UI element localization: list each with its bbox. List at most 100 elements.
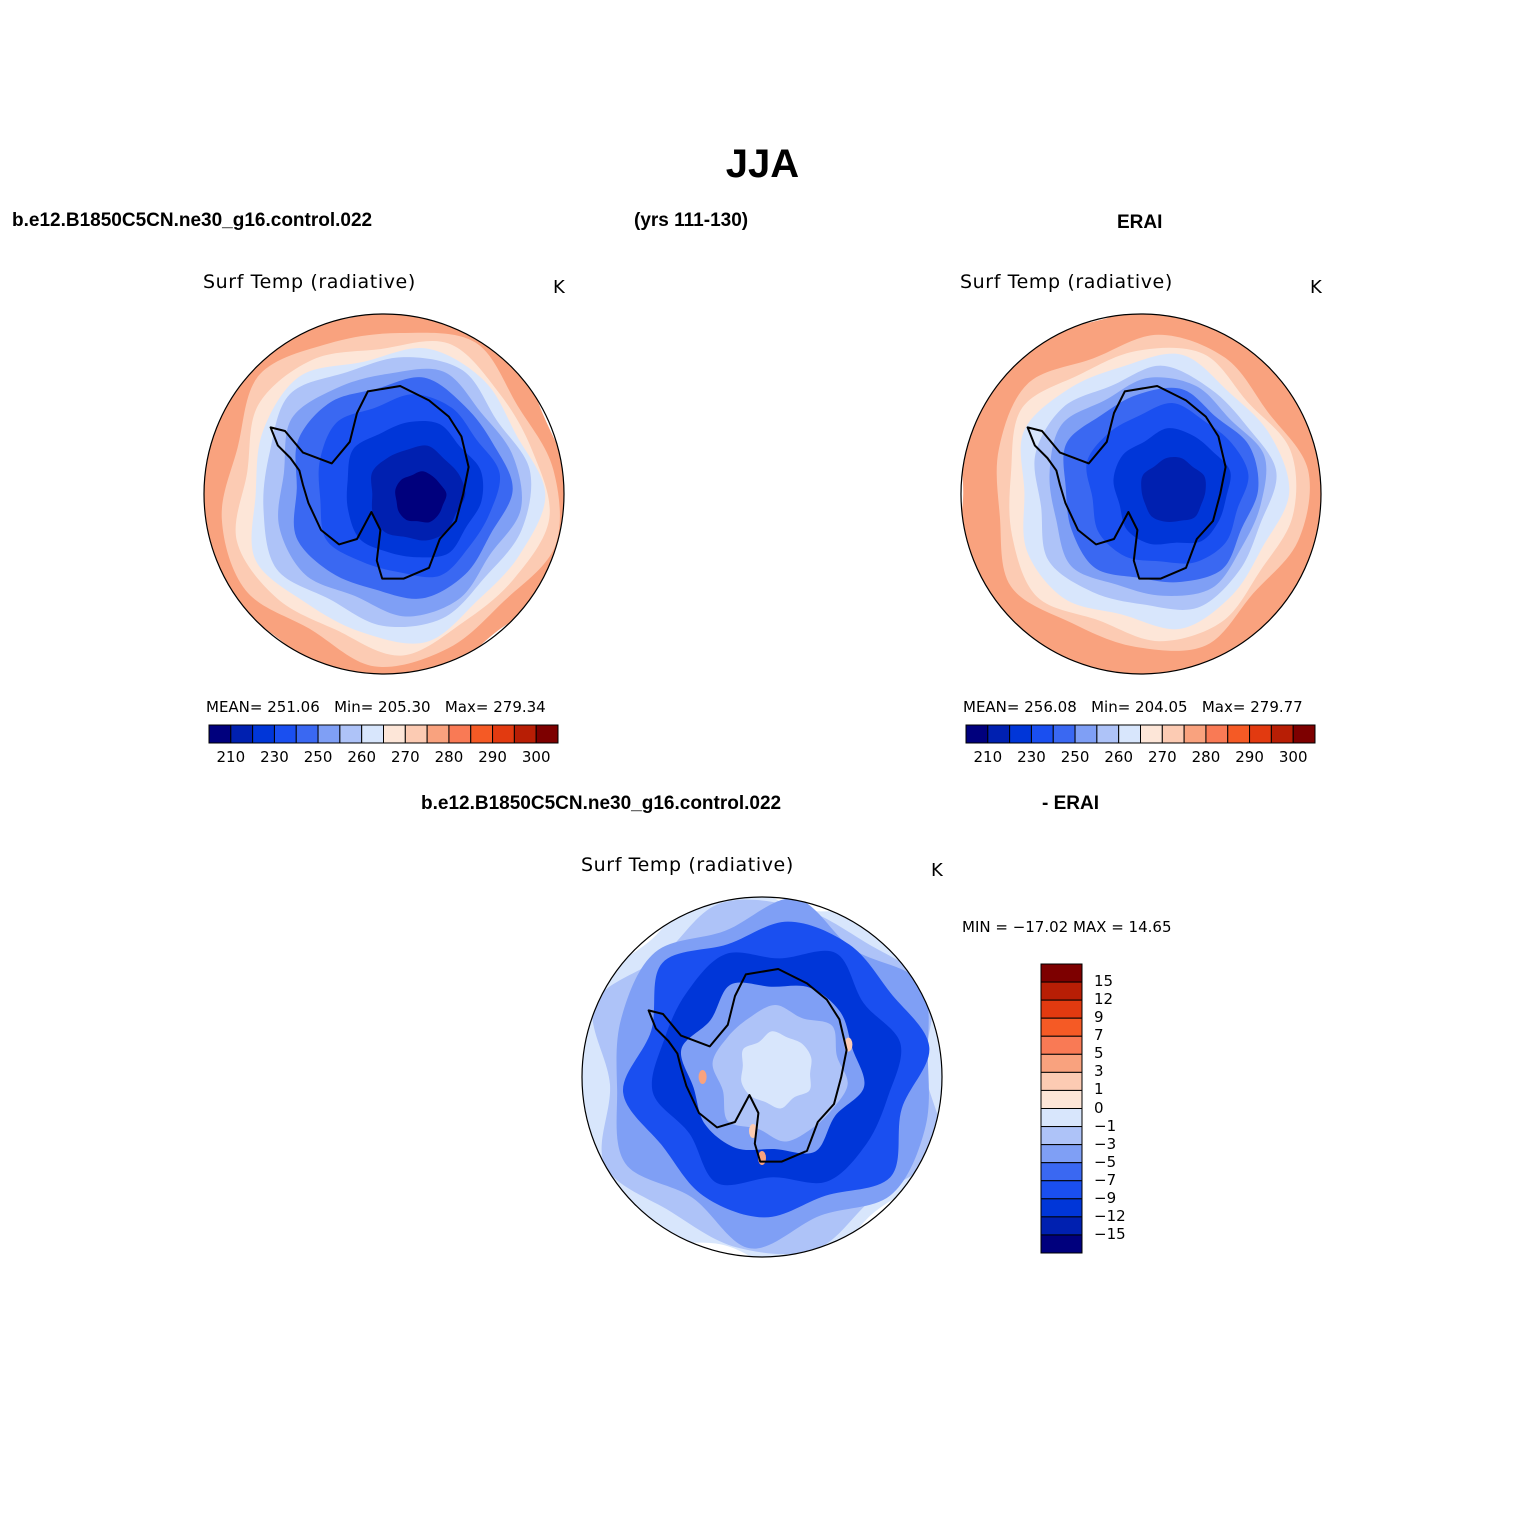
mean-value: 256.08 <box>1024 698 1077 716</box>
panel-obs-stats: MEAN= 256.08 Min= 204.05 Max= 279.77 <box>963 698 1303 716</box>
colorbar-box <box>1249 724 1272 744</box>
years-label: (yrs 111-130) <box>634 210 749 231</box>
colorbar-tick-label: 5 <box>1094 1044 1104 1063</box>
colorbar-box <box>208 724 232 744</box>
colorbar-box <box>1040 981 1083 1001</box>
colorbar-tick-label: 300 <box>1278 748 1308 766</box>
max-label: Max= <box>1201 698 1246 716</box>
min-label: Min= <box>334 698 374 716</box>
min-value: 205.30 <box>378 698 431 716</box>
panel-obs-title: Surf Temp (radiative) <box>960 271 1173 293</box>
colorbar-tick-label: −12 <box>1094 1206 1126 1225</box>
mean-label: MEAN= <box>206 698 263 716</box>
map-model <box>203 313 565 675</box>
colorbar-box <box>1040 999 1083 1019</box>
colorbar-tick-label: 250 <box>1060 748 1090 766</box>
colorbar-tick-label: 230 <box>1017 748 1046 766</box>
colorbar-box <box>1140 724 1163 744</box>
colorbar-box <box>1040 963 1083 983</box>
colorbar-tick-label: 290 <box>1235 748 1264 766</box>
colorbar-tick-label: 7 <box>1094 1026 1104 1045</box>
diff-model-name: b.e12.B1850C5CN.ne30_g16.control.022 <box>421 793 782 814</box>
colorbar-box <box>339 724 363 744</box>
colorbar-box <box>1040 1126 1083 1146</box>
colorbar-box <box>448 724 472 744</box>
colorbar-tick-label: 210 <box>973 748 1003 766</box>
colorbar-box <box>1096 724 1120 744</box>
min-label: Min= <box>1091 698 1131 716</box>
contour-fill-level <box>1141 456 1206 522</box>
max-value: 279.77 <box>1250 698 1303 716</box>
colorbar-model <box>208 724 559 744</box>
colorbar-box <box>1270 724 1294 744</box>
panel-model-units: K <box>553 277 565 298</box>
colorbar-tick-label: 15 <box>1094 972 1114 991</box>
colorbar-box <box>513 724 537 744</box>
colorbar-tick-label: 280 <box>434 748 464 766</box>
colorbar-tick-label: 270 <box>390 748 420 766</box>
mean-label: MEAN= <box>963 698 1020 716</box>
colorbar-tick-label: 280 <box>1191 748 1221 766</box>
antarctica-coastline <box>647 968 848 1163</box>
colorbar-tick-label: 270 <box>1147 748 1177 766</box>
colorbar-tick-label: 260 <box>347 748 376 766</box>
colorbar-diff <box>1040 963 1083 1254</box>
colorbar-tick-label: −7 <box>1094 1170 1117 1189</box>
figure-title: JJA <box>725 142 800 186</box>
mean-value: 251.06 <box>267 698 320 716</box>
colorbar-tick-label: 9 <box>1094 1008 1104 1027</box>
max-label: Max= <box>444 698 489 716</box>
panel-diff-title: Surf Temp (radiative) <box>581 854 794 876</box>
colorbar-box <box>1183 724 1207 744</box>
colorbar-box <box>273 724 297 744</box>
colorbar-box <box>1040 1234 1083 1254</box>
antarctica-coastline <box>1026 385 1227 580</box>
colorbar-box <box>361 724 384 744</box>
colorbar-tick-label: 260 <box>1104 748 1133 766</box>
colorbar-box <box>426 724 450 744</box>
colorbar-tick-label: −15 <box>1094 1224 1126 1243</box>
max-value: 279.34 <box>493 698 546 716</box>
colorbar-tick-label: 1 <box>1094 1080 1104 1099</box>
colorbar-box <box>492 724 515 744</box>
colorbar-box <box>1040 1035 1083 1055</box>
colorbar-box <box>1205 724 1229 744</box>
colorbar-box <box>1074 724 1098 744</box>
colorbar-box <box>1040 1017 1083 1037</box>
colorbar-box <box>1040 1053 1083 1073</box>
colorbar-box <box>230 724 254 744</box>
obs-name: ERAI <box>1117 212 1163 233</box>
colorbar-box <box>1030 724 1054 744</box>
colorbar-box <box>535 724 559 744</box>
panel-model-title: Surf Temp (radiative) <box>203 271 416 293</box>
colorbar-box <box>1227 724 1251 744</box>
colorbar-tick-label: −1 <box>1094 1116 1117 1135</box>
panel-obs-units: K <box>1310 277 1322 298</box>
panel-diff-units: K <box>931 860 943 881</box>
map-boundary <box>960 313 1322 675</box>
colorbar-box <box>1161 724 1185 744</box>
colorbar-box <box>1040 1144 1083 1164</box>
colorbar-box <box>252 724 275 744</box>
map-obs <box>960 313 1322 675</box>
min-value: 204.05 <box>1135 698 1188 716</box>
colorbar-tick-label: −3 <box>1094 1134 1117 1153</box>
diff-obs-name: - ERAI <box>1042 793 1099 814</box>
model-case-name: b.e12.B1850C5CN.ne30_g16.control.022 <box>12 210 373 231</box>
colorbar-box <box>1040 1180 1083 1200</box>
map-boundary <box>581 896 943 1258</box>
colorbar-tick-label: 12 <box>1094 990 1114 1009</box>
map-boundary <box>203 313 565 675</box>
map-diff <box>581 896 943 1258</box>
antarctica-coastline <box>269 385 470 580</box>
colorbar-tick-label: 250 <box>303 748 333 766</box>
colorbar-box <box>1040 1216 1083 1236</box>
colorbar-tick-label: 3 <box>1094 1062 1104 1081</box>
colorbar-tick-label: −9 <box>1094 1188 1117 1207</box>
colorbar-tick-label: 290 <box>478 748 507 766</box>
panel-diff-minmax: MIN = −17.02 MAX = 14.65 <box>962 918 1172 936</box>
colorbar-box <box>1040 1071 1083 1091</box>
colorbar-box <box>404 724 428 744</box>
colorbar-tick-label: 210 <box>216 748 246 766</box>
